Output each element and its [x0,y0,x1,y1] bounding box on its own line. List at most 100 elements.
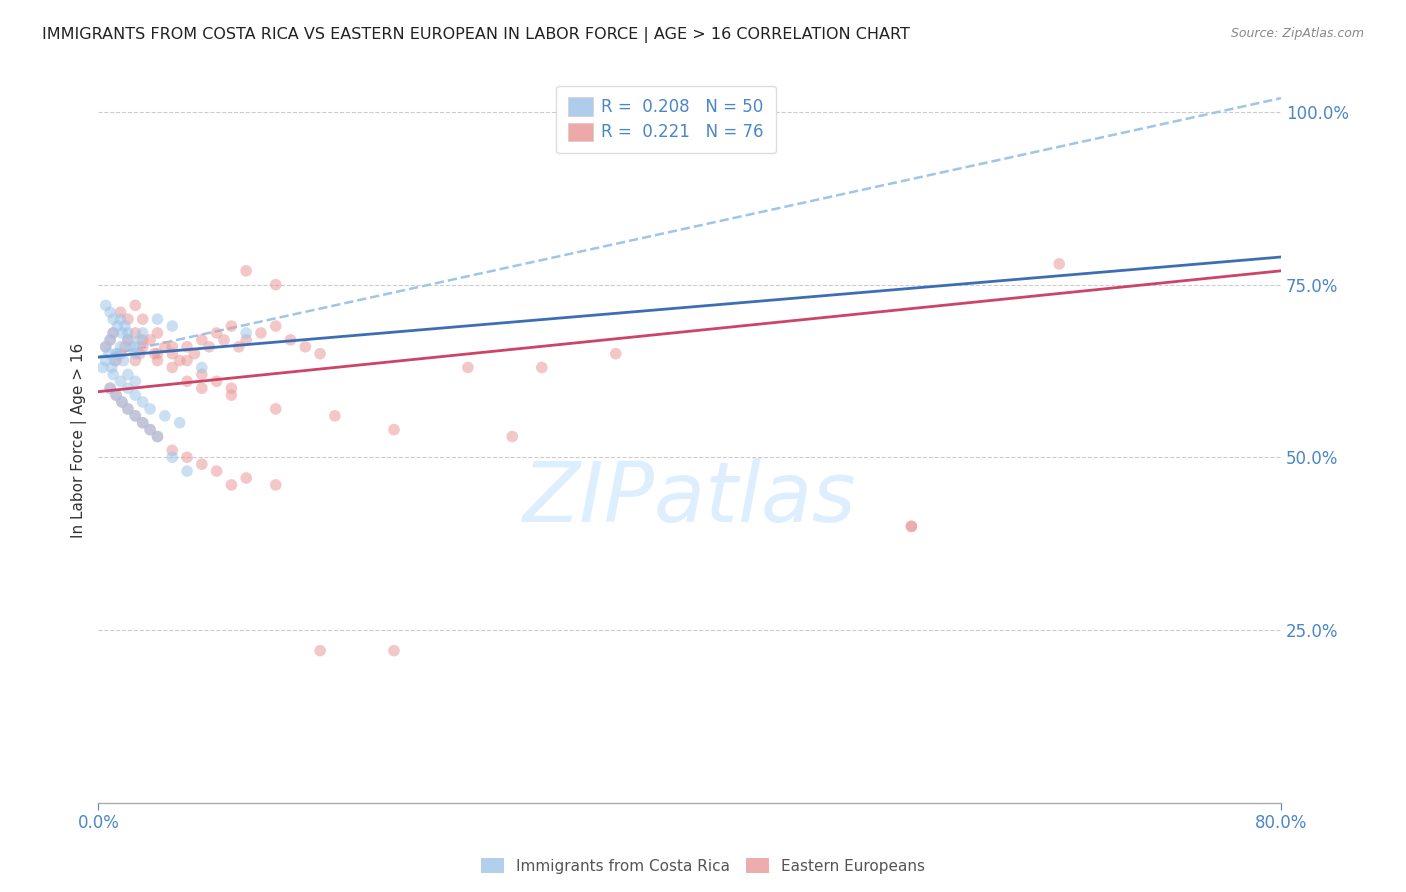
Point [205,374,228,388]
Point [235,471,257,485]
Point [94,340,117,354]
Point [131,333,153,347]
Point [117,401,139,416]
Point [97,347,120,361]
Legend: Immigrants from Costa Rica, Eastern Europeans: Immigrants from Costa Rica, Eastern Euro… [475,852,931,880]
Point [117,333,139,347]
Point [176,374,198,388]
Point [162,340,184,354]
Point [146,326,169,340]
Point [110,374,132,388]
Point [221,319,243,334]
Point [110,347,132,361]
Point [183,347,205,361]
Point [1047,257,1070,271]
Point [94,298,117,312]
Point [221,388,243,402]
Point [146,429,169,443]
Point [117,333,139,347]
Point [191,360,214,375]
Point [198,340,221,354]
Point [382,423,405,437]
Point [131,395,153,409]
Point [280,333,302,347]
Point [105,388,128,402]
Point [120,340,142,354]
Point [124,340,146,354]
Point [235,264,257,278]
Point [139,423,162,437]
Point [169,353,191,368]
Point [205,326,228,340]
Point [162,450,184,465]
Point [382,643,405,657]
Point [191,457,214,471]
Point [139,401,162,416]
Point [264,478,287,492]
Point [162,319,184,334]
Point [91,360,114,375]
Point [124,353,146,368]
Point [191,368,214,382]
Point [101,368,124,382]
Point [176,340,198,354]
Point [114,319,136,334]
Point [117,401,139,416]
Point [117,326,139,340]
Point [114,340,136,354]
Point [128,347,150,361]
Point [176,353,198,368]
Point [101,326,124,340]
Point [104,353,127,368]
Point [146,353,169,368]
Point [212,333,235,347]
Point [105,347,128,361]
Point [101,326,124,340]
Point [900,519,922,533]
Point [111,395,134,409]
Point [205,464,228,478]
Point [900,519,922,533]
Point [124,409,146,423]
Point [105,353,128,368]
Point [146,429,169,443]
Point [146,347,169,361]
Point [124,347,146,361]
Point [98,381,121,395]
Text: Source: ZipAtlas.com: Source: ZipAtlas.com [1230,27,1364,40]
Point [98,305,121,319]
Y-axis label: In Labor Force | Age > 16: In Labor Force | Age > 16 [72,343,87,538]
Legend: R =  0.208   N = 50, R =  0.221   N = 76: R = 0.208 N = 50, R = 0.221 N = 76 [557,86,776,153]
Point [112,353,135,368]
Point [309,347,332,361]
Text: IMMIGRANTS FROM COSTA RICA VS EASTERN EUROPEAN IN LABOR FORCE | AGE > 16 CORRELA: IMMIGRANTS FROM COSTA RICA VS EASTERN EU… [42,27,910,43]
Point [162,347,184,361]
Point [124,388,146,402]
Point [107,319,129,334]
Point [94,340,117,354]
Point [101,312,124,326]
Point [124,374,146,388]
Point [139,333,162,347]
Point [111,326,134,340]
Point [457,360,479,375]
Point [117,312,139,326]
Point [117,368,139,382]
Point [131,416,153,430]
Point [153,409,176,423]
Point [100,360,122,375]
Point [191,381,214,395]
Point [228,340,250,354]
Point [162,443,184,458]
Point [143,347,166,361]
Text: ZIPatlas: ZIPatlas [523,458,856,539]
Point [264,401,287,416]
Point [110,340,132,354]
Point [264,319,287,334]
Point [221,381,243,395]
Point [323,409,346,423]
Point [294,340,316,354]
Point [235,333,257,347]
Point [131,312,153,326]
Point [139,423,162,437]
